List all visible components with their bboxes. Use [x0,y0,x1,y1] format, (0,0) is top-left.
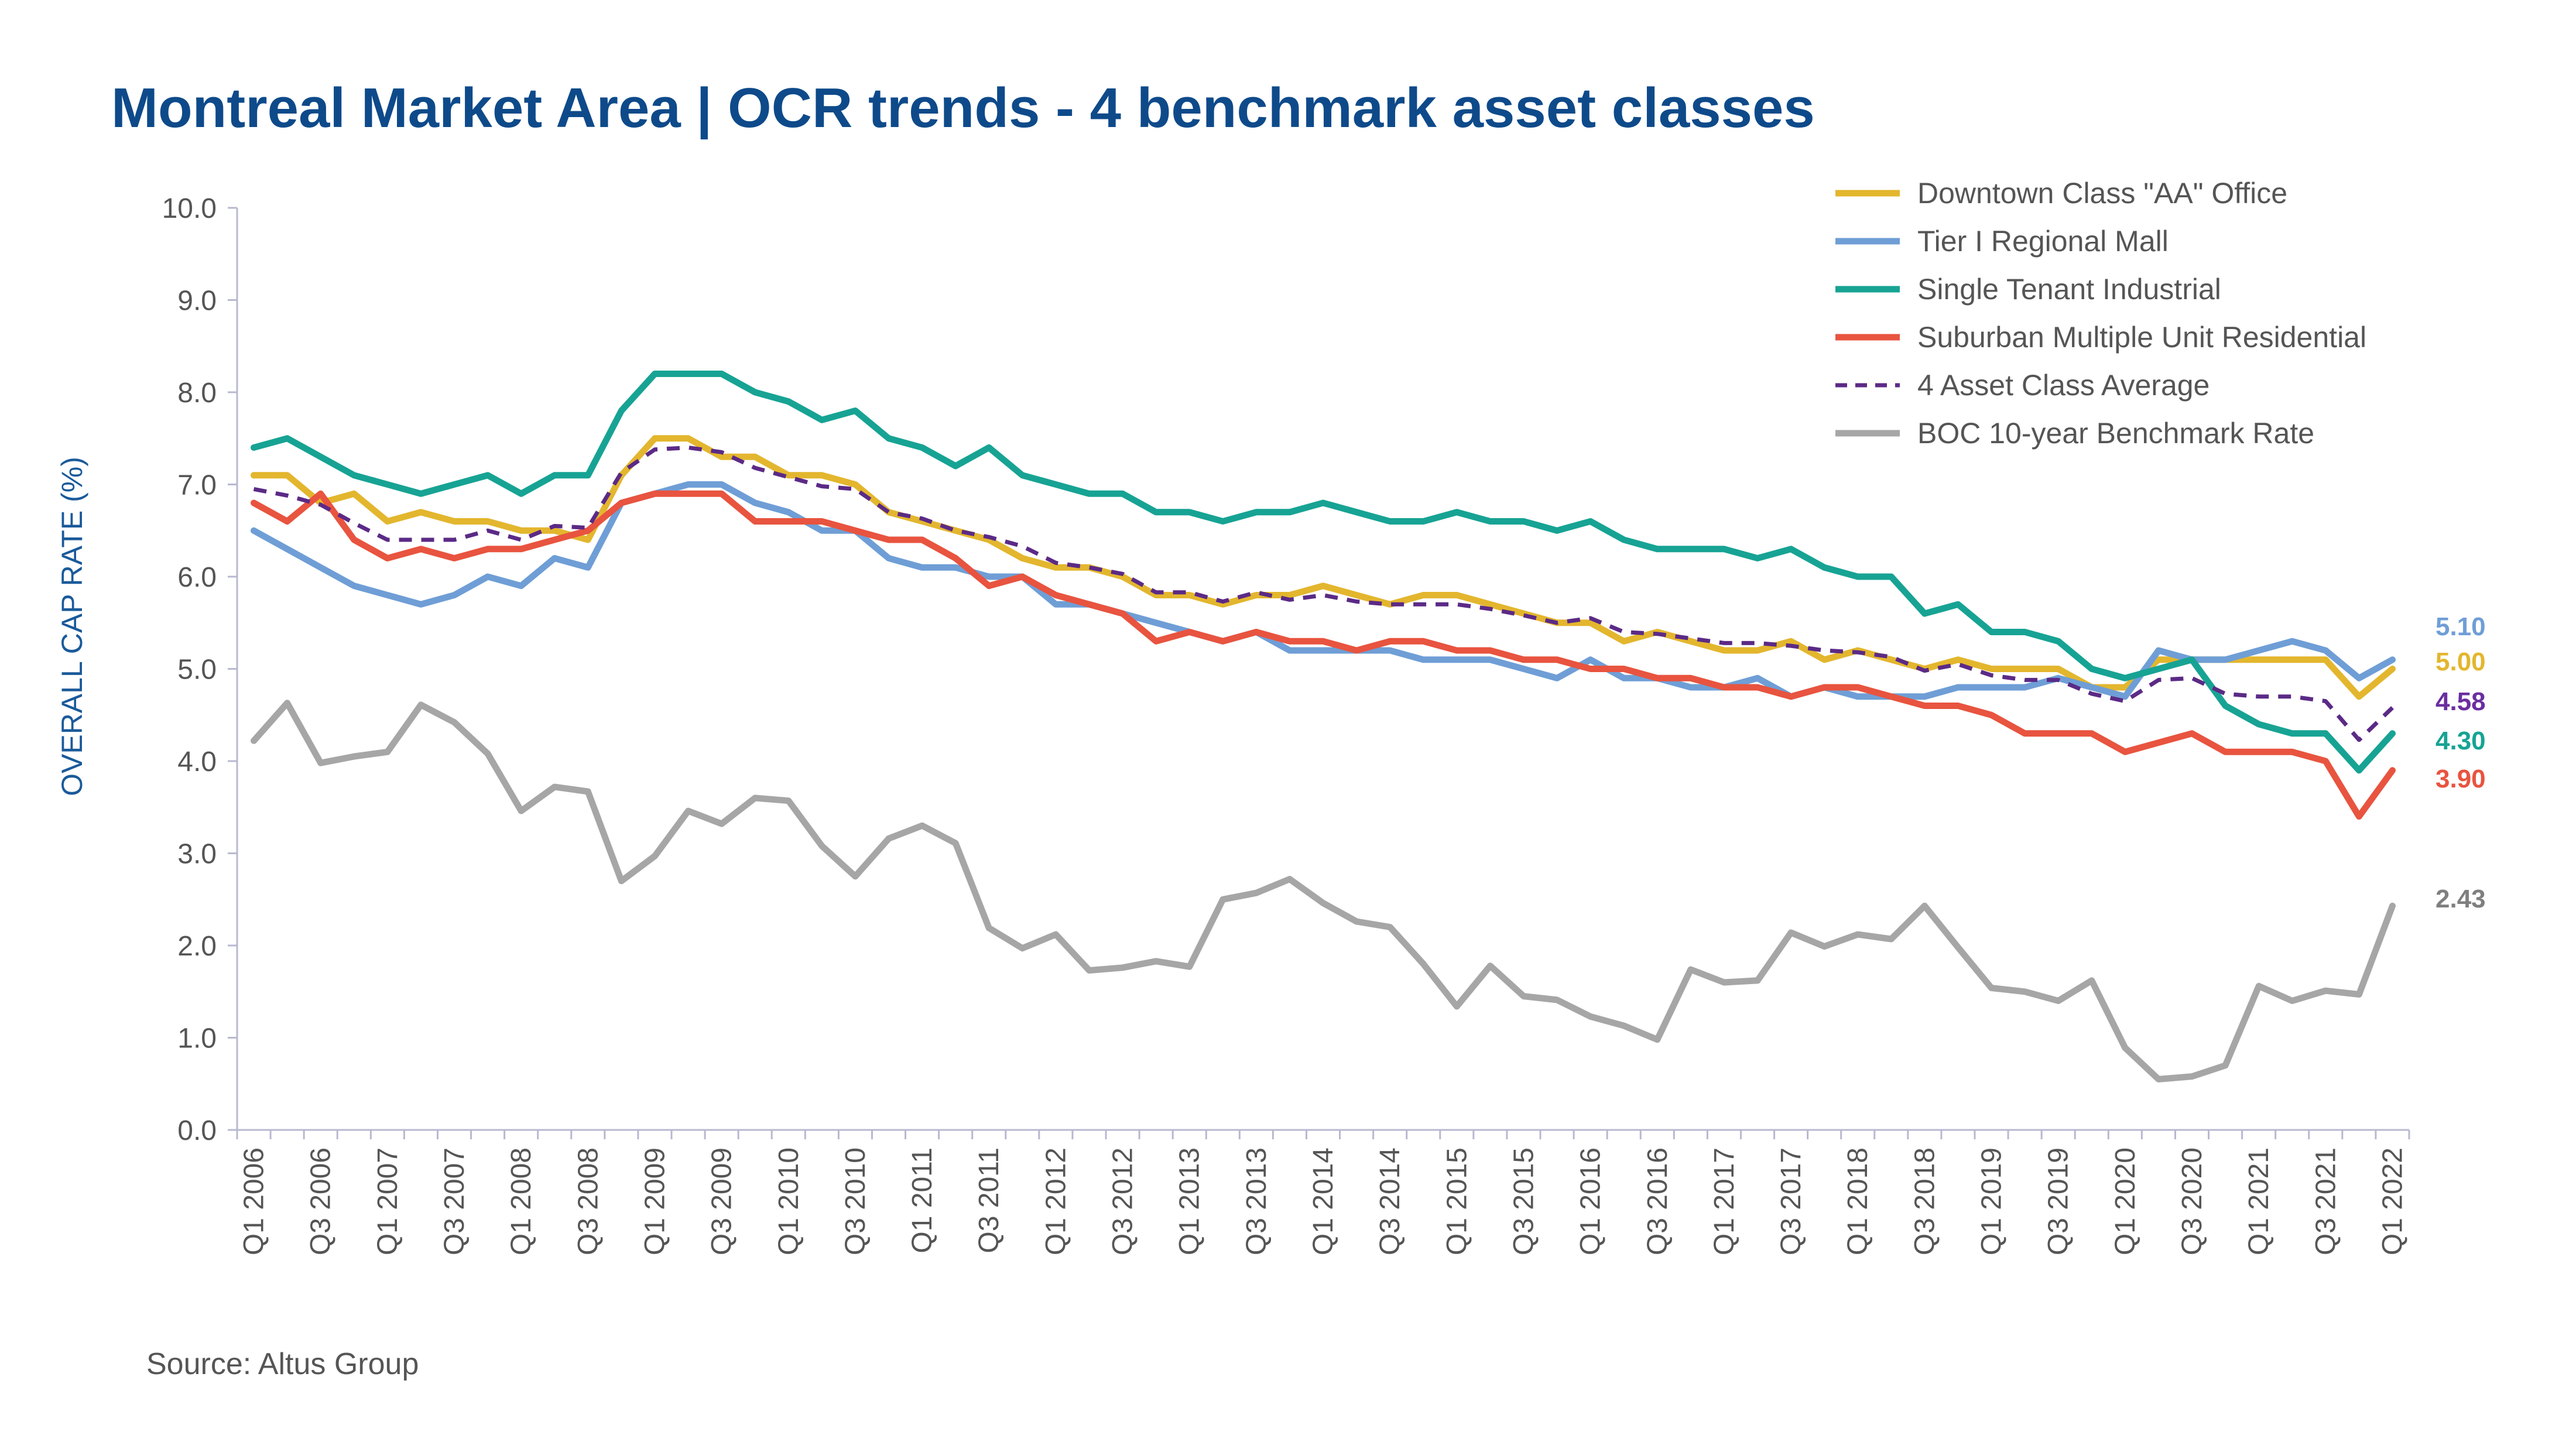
x-tick-label: Q1 2010 [773,1147,804,1255]
x-tick-label: Q1 2016 [1575,1147,1606,1255]
y-axis-label: OVERALL CAP RATE (%) [56,457,88,796]
x-tick-label: Q1 2021 [2243,1147,2274,1255]
legend-label-2: Single Tenant Industrial [1917,273,2221,306]
y-tick-label: 2.0 [177,931,217,962]
x-axis-ticks: Q1 2006 Q3 2006 Q1 2007 Q3 2007 Q1 2008 Q3 20… [236,1130,2410,1255]
series-line-5 [251,700,2396,1083]
x-tick-label: Q3 2019 [2043,1147,2074,1255]
y-tick-label: 9.0 [177,286,217,317]
x-tick-label: Q3 2006 [306,1147,337,1255]
x-tick-label: Q1 2011 [907,1147,938,1253]
legend-label-3: Suburban Multiple Unit Residential [1917,321,2366,354]
series-line-1 [251,481,2396,700]
end-label-5: 2.43 [2435,885,2486,913]
x-tick-label: Q3 2012 [1108,1147,1139,1255]
end-value-labels: 5.10 5.00 4.58 4.30 3.90 2.43 [2435,612,2486,913]
x-tick-label: Q1 2019 [1976,1147,2008,1255]
x-tick-label: Q1 2015 [1441,1147,1472,1255]
series-line-4 [253,446,2394,742]
legend-label-0: Downtown Class "AA" Office [1917,177,2287,210]
x-tick-label: Q3 2011 [974,1147,1005,1253]
x-tick-label: Q3 2015 [1508,1147,1539,1255]
x-tick-label: Q3 2018 [1909,1147,1940,1255]
y-tick-label: 5.0 [177,655,217,686]
x-tick-label: Q3 2013 [1241,1147,1272,1255]
axes [236,208,2409,1131]
x-tick-label: Q3 2007 [439,1147,470,1255]
y-axis-ticks: 0.0 1.0 2.0 3.0 4.0 5.0 6.0 7.0 8.0 9.0 10.0 [162,193,237,1146]
x-tick-label: Q3 2016 [1642,1147,1673,1255]
series-lines [251,371,2396,1083]
x-tick-label: Q3 2017 [1776,1147,1807,1255]
y-tick-label: 6.0 [177,562,217,593]
y-tick-label: 0.0 [177,1115,217,1146]
x-tick-label: Q1 2008 [506,1147,537,1255]
x-tick-label: Q1 2020 [2110,1147,2141,1255]
end-label-3: 3.90 [2435,765,2486,793]
x-tick-label: Q3 2009 [707,1147,738,1255]
y-tick-label: 3.0 [177,839,217,870]
y-tick-label: 4.0 [177,746,217,777]
legend: Downtown Class "AA" Office Tier I Regiona… [1835,177,2366,450]
y-tick-label: 1.0 [177,1023,217,1054]
x-tick-label: Q3 2008 [573,1147,604,1255]
legend-label-5: BOC 10-year Benchmark Rate [1917,417,2314,450]
y-tick-label: 7.0 [177,470,217,501]
y-tick-label: 10.0 [162,193,217,224]
end-label-4: 4.58 [2435,687,2486,716]
x-tick-label: Q3 2010 [840,1147,871,1255]
x-tick-label: Q1 2007 [372,1147,403,1255]
source-note: Source: Altus Group [146,1347,419,1381]
x-tick-label: Q3 2020 [2177,1147,2208,1255]
x-tick-label: Q1 2017 [1709,1147,1740,1255]
page-title: Montreal Market Area | OCR trends - 4 be… [111,77,1815,139]
x-tick-label: Q1 2018 [1842,1147,1873,1255]
series-line-0 [251,435,2396,700]
end-label-2: 4.30 [2435,727,2486,755]
x-tick-label: Q3 2014 [1375,1147,1406,1255]
legend-label-4: 4 Asset Class Average [1917,369,2210,402]
y-tick-label: 8.0 [177,378,217,409]
x-tick-label: Q1 2006 [239,1147,270,1255]
x-tick-label: Q1 2014 [1308,1147,1339,1255]
x-tick-label: Q3 2021 [2310,1147,2341,1255]
x-tick-label: Q1 2012 [1040,1147,1071,1255]
end-label-0: 5.00 [2435,648,2486,676]
end-label-1: 5.10 [2435,612,2486,641]
x-tick-label: Q1 2013 [1174,1147,1205,1255]
x-tick-label: Q1 2022 [2377,1147,2408,1255]
legend-label-1: Tier I Regional Mall [1917,225,2169,258]
series-line-2 [251,371,2396,774]
series-line-3 [251,490,2396,820]
x-tick-label: Q1 2009 [639,1147,670,1255]
